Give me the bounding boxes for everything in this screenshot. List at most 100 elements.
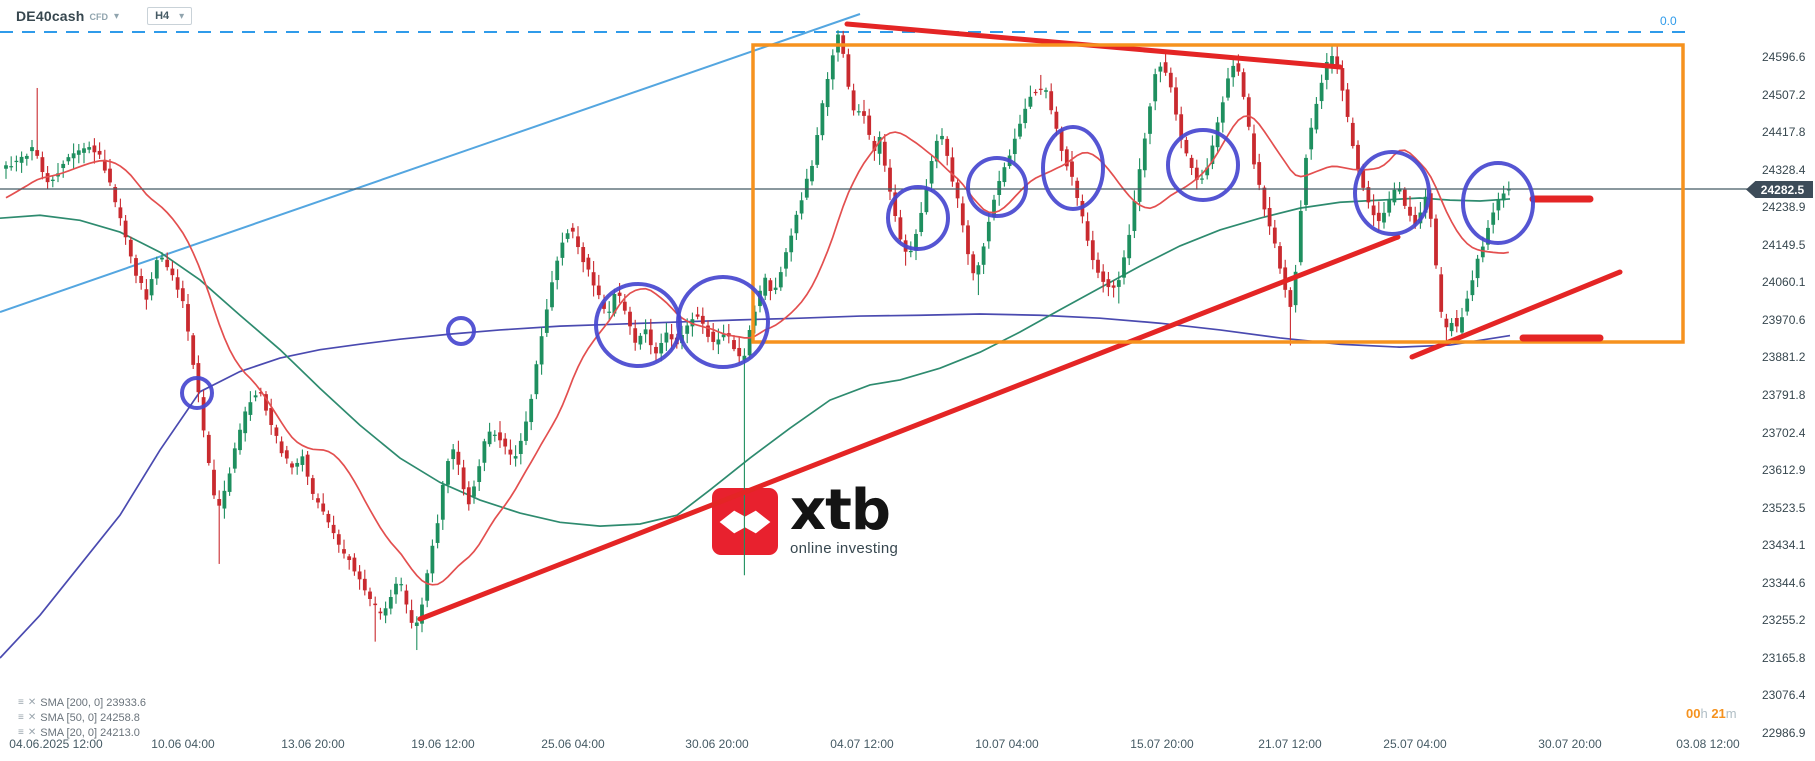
highlight-circle[interactable] bbox=[1461, 161, 1535, 245]
time-axis[interactable]: 04.06.2025 12:00 10.06 04:00 13.06 20:00 19… bbox=[0, 735, 1757, 761]
indicator-label: SMA [50, 0] 24258.8 bbox=[40, 711, 140, 724]
highlight-circle[interactable] bbox=[1353, 150, 1431, 236]
ascending-support-trendline-red-short[interactable] bbox=[1409, 269, 1623, 360]
candle bbox=[1116, 280, 1121, 287]
candle bbox=[128, 239, 133, 257]
candle bbox=[654, 346, 658, 354]
candle bbox=[1382, 212, 1386, 223]
sma-200-line[interactable] bbox=[0, 313, 1511, 659]
candle bbox=[451, 449, 456, 460]
highlight-circle[interactable] bbox=[886, 185, 950, 251]
candle bbox=[482, 441, 487, 463]
consolidation-range-box[interactable] bbox=[751, 43, 1685, 344]
candle bbox=[201, 397, 206, 431]
candle bbox=[934, 140, 939, 162]
candle bbox=[1179, 114, 1184, 140]
timer-minutes: 21 bbox=[1711, 706, 1726, 721]
time-axis-label: 30.06 20:00 bbox=[685, 737, 749, 751]
candle bbox=[144, 289, 149, 300]
price-axis-label: 23076.4 bbox=[1762, 688, 1806, 703]
current-price-tag: 24282.5 bbox=[1746, 181, 1813, 198]
candle bbox=[643, 329, 648, 335]
highlight-circle[interactable] bbox=[180, 376, 214, 410]
candle bbox=[206, 434, 211, 463]
price-axis-label: 24417.8 bbox=[1762, 125, 1806, 140]
timer-minutes-unit: m bbox=[1725, 706, 1737, 721]
indicator-settings-icon[interactable]: ≡ bbox=[18, 696, 24, 708]
fib-level-label[interactable]: 0.0 bbox=[1660, 14, 1677, 28]
timer-hours: 00 bbox=[1686, 706, 1701, 721]
indicator-remove-icon[interactable]: ✕ bbox=[27, 696, 37, 708]
candle bbox=[1480, 246, 1485, 258]
price-axis-label: 23434.1 bbox=[1762, 538, 1806, 553]
candle bbox=[648, 329, 653, 346]
candle bbox=[1449, 322, 1454, 332]
candle bbox=[461, 467, 466, 490]
time-axis-label: 03.08 12:00 bbox=[1676, 737, 1740, 751]
candle bbox=[378, 611, 383, 614]
timeframe-selector[interactable]: H4 ▾ bbox=[147, 7, 193, 25]
candle bbox=[118, 207, 123, 219]
candle bbox=[1361, 170, 1366, 188]
candle bbox=[357, 571, 362, 580]
candle bbox=[14, 160, 19, 163]
symbol-dropdown-caret-icon[interactable]: ▾ bbox=[114, 10, 120, 22]
candle bbox=[284, 450, 289, 459]
candle bbox=[763, 277, 768, 296]
highlight-circle[interactable] bbox=[1166, 128, 1240, 202]
candle bbox=[1064, 149, 1069, 167]
candle bbox=[1044, 90, 1048, 92]
candle bbox=[747, 329, 752, 356]
indicator-legend-row: ≡ ✕ SMA [50, 0] 24258.8 bbox=[18, 710, 146, 725]
indicator-settings-icon[interactable]: ≡ bbox=[18, 711, 24, 723]
indicator-remove-icon[interactable]: ✕ bbox=[27, 711, 37, 723]
candle bbox=[1288, 290, 1293, 307]
candle bbox=[1194, 167, 1199, 180]
candle bbox=[778, 272, 783, 288]
candle bbox=[529, 398, 534, 423]
highlight-circle[interactable] bbox=[676, 275, 770, 369]
candle bbox=[1350, 122, 1355, 147]
price-axis-label: 23344.6 bbox=[1762, 575, 1806, 590]
candle bbox=[1101, 271, 1106, 282]
candle bbox=[102, 159, 107, 171]
candle bbox=[945, 138, 950, 156]
candle bbox=[326, 513, 331, 523]
candle bbox=[61, 163, 66, 169]
candle bbox=[66, 157, 71, 162]
candle bbox=[992, 199, 996, 218]
candle bbox=[1267, 208, 1272, 227]
highlight-circle[interactable] bbox=[446, 316, 476, 346]
candle bbox=[24, 155, 29, 159]
indicator-settings-icon[interactable]: ≡ bbox=[18, 726, 24, 738]
price-axis-label: 24507.2 bbox=[1762, 87, 1806, 102]
indicator-remove-icon[interactable]: ✕ bbox=[27, 726, 37, 738]
candle bbox=[960, 203, 965, 226]
candle bbox=[1168, 72, 1173, 88]
candle bbox=[1501, 193, 1506, 201]
candle bbox=[472, 486, 476, 497]
candle bbox=[336, 534, 341, 545]
candle bbox=[560, 242, 565, 258]
sma-50-line[interactable] bbox=[0, 197, 1511, 527]
ascending-support-trendline-red[interactable] bbox=[417, 234, 1401, 622]
ascending-trendline-blue[interactable] bbox=[0, 13, 861, 313]
price-axis[interactable]: 24596.6 24507.2 24417.8 24328.4 24238.9 24149… bbox=[1757, 0, 1815, 761]
candle bbox=[425, 573, 430, 601]
candle bbox=[1408, 206, 1412, 216]
current-price-value: 24282.5 bbox=[1760, 182, 1805, 197]
candle bbox=[669, 334, 674, 340]
candle bbox=[1200, 178, 1204, 180]
candle bbox=[1465, 298, 1470, 312]
candle bbox=[440, 484, 445, 520]
candle bbox=[633, 328, 638, 343]
candle bbox=[76, 150, 81, 155]
symbol-name[interactable]: DE40cash bbox=[16, 8, 85, 24]
candle bbox=[466, 487, 471, 505]
highlight-circle[interactable] bbox=[966, 156, 1028, 218]
candle bbox=[404, 590, 409, 605]
highlight-circle[interactable] bbox=[1041, 125, 1105, 211]
sma-20-line[interactable] bbox=[5, 115, 1509, 586]
candle bbox=[409, 610, 414, 623]
